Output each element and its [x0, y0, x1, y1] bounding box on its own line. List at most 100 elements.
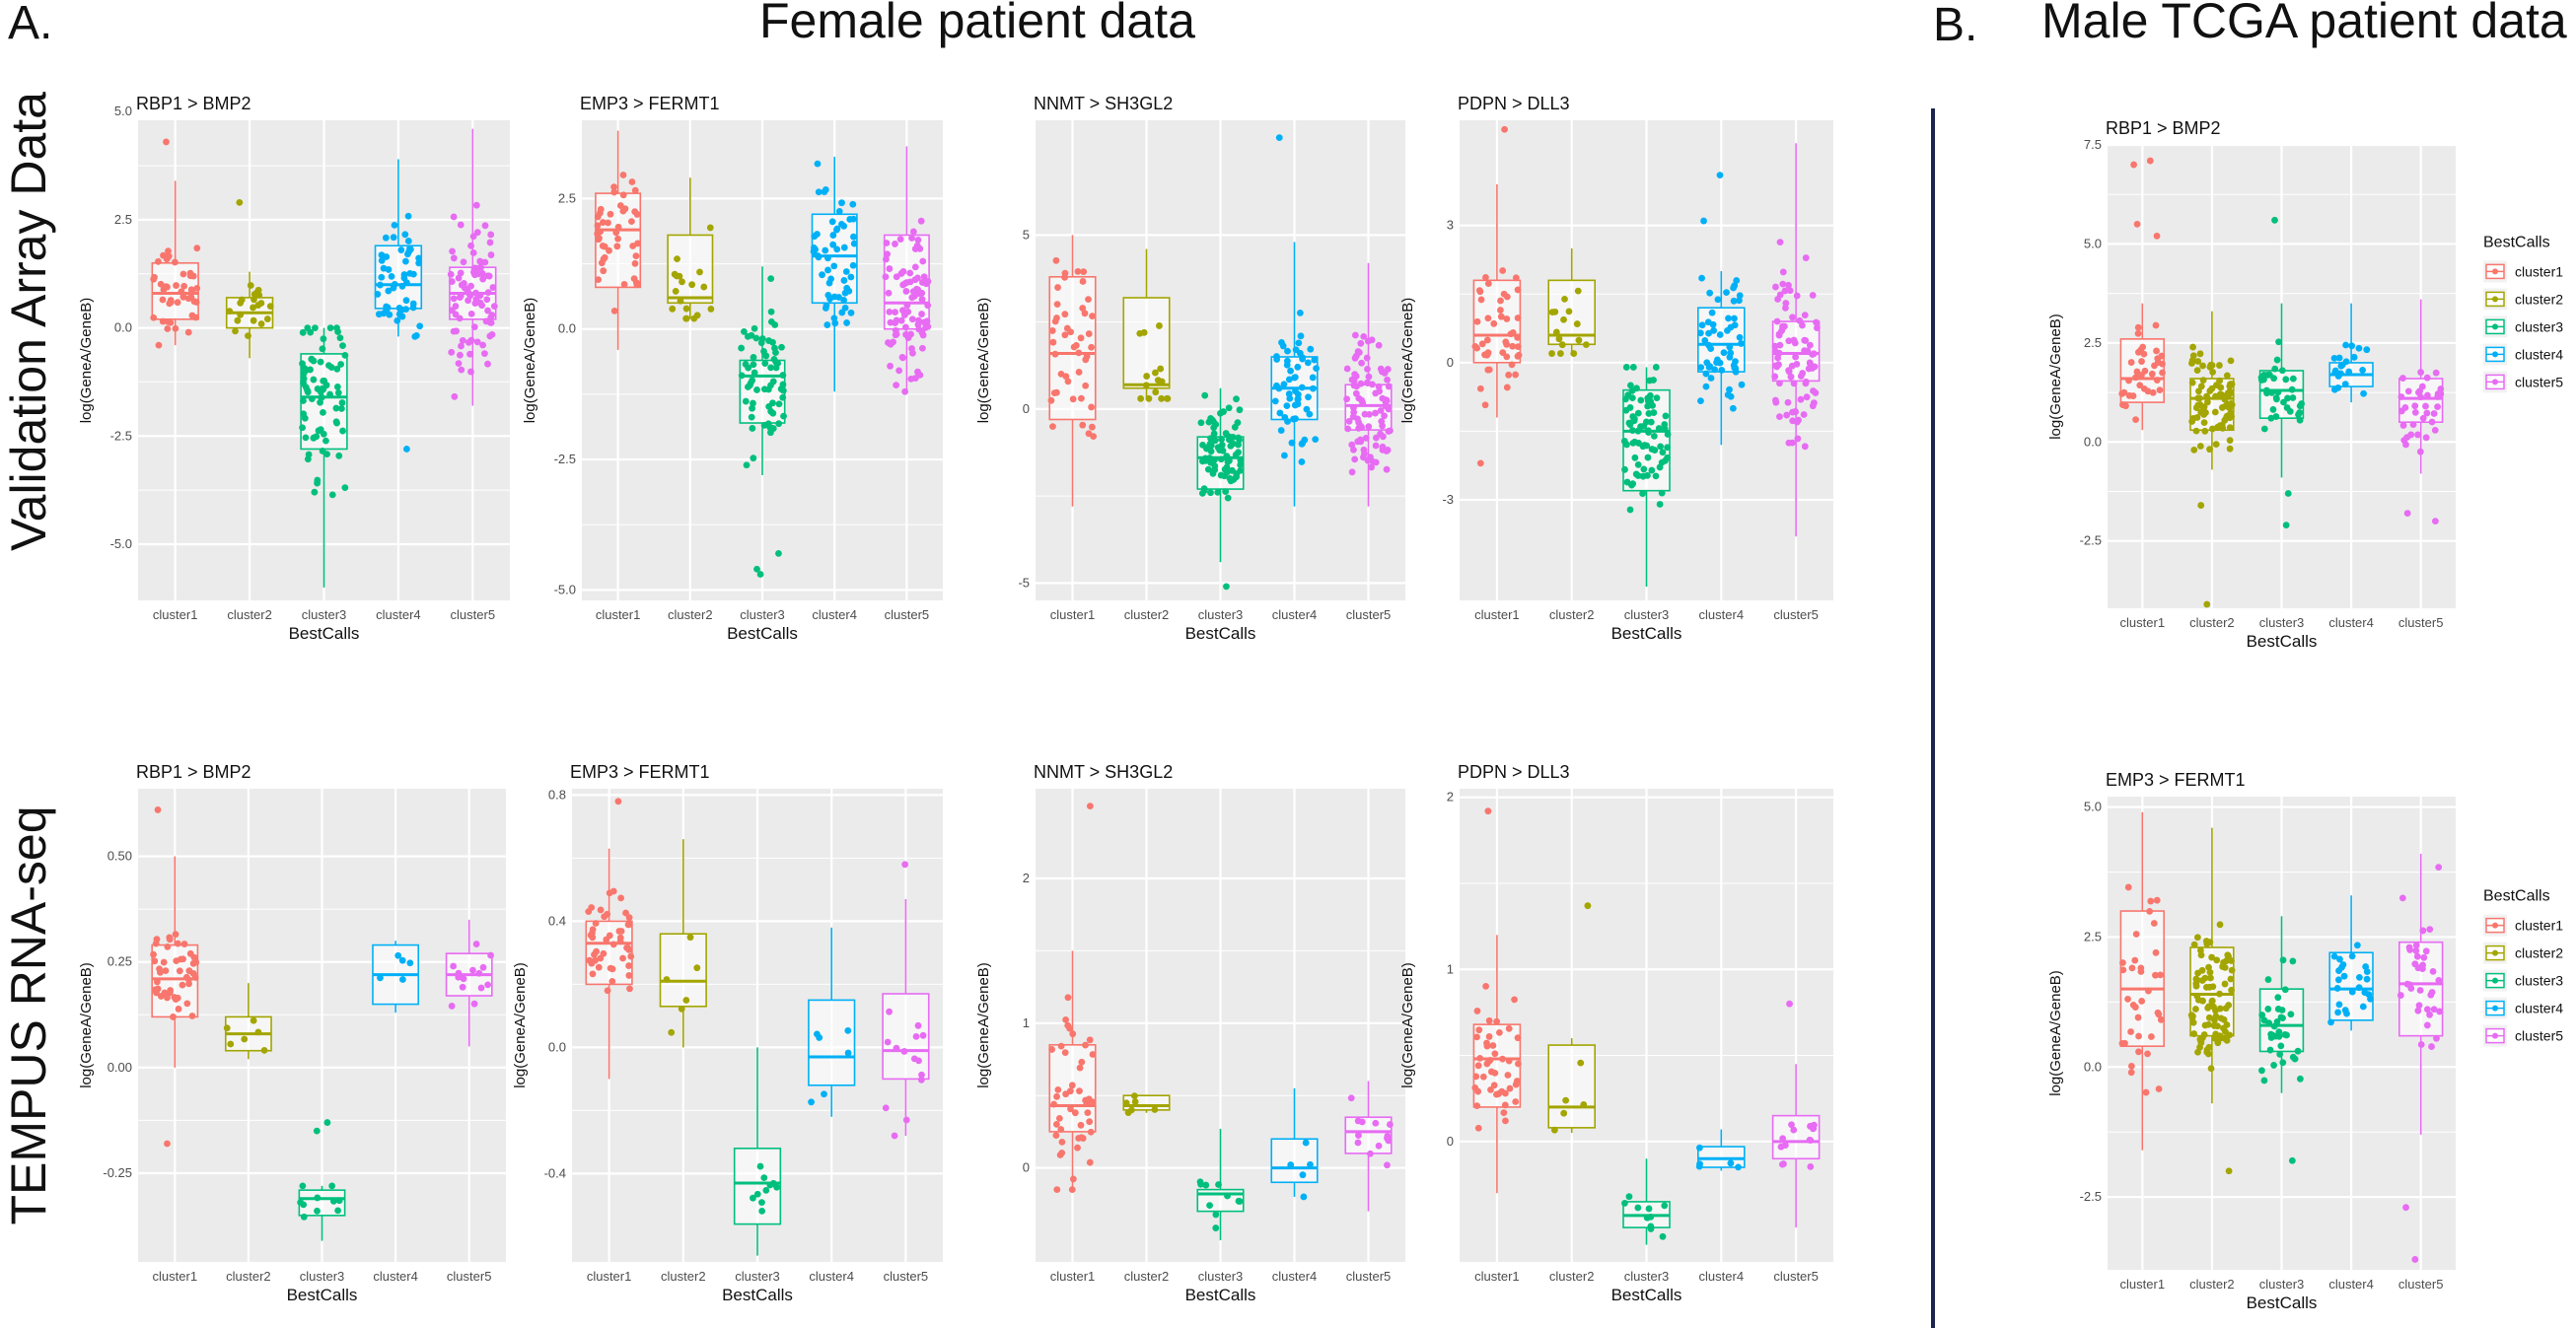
data-point: [1779, 268, 1787, 276]
data-point: [1804, 347, 1812, 355]
data-point: [2132, 374, 2139, 382]
box-cluster1: [1471, 807, 1522, 1194]
data-point: [847, 273, 855, 281]
data-point: [693, 964, 701, 972]
data-point: [1357, 339, 1365, 347]
data-point: [2146, 907, 2154, 915]
data-point: [844, 1026, 852, 1034]
data-point: [1300, 1193, 1308, 1201]
data-point: [631, 208, 639, 216]
chart-title: RBP1 > BMP2: [136, 762, 251, 782]
data-point: [1218, 441, 1226, 449]
data-point: [1781, 287, 1789, 295]
box-cluster4: [808, 927, 856, 1117]
legend-item-label: cluster3: [2515, 973, 2563, 989]
x-axis-label: BestCalls: [1611, 1286, 1682, 1304]
x-tick-label: cluster2: [2189, 1277, 2235, 1292]
data-point: [1724, 326, 1731, 334]
data-point: [2209, 425, 2216, 433]
data-point: [2227, 975, 2235, 983]
x-axis-label: BestCalls: [722, 1286, 793, 1304]
data-point: [2144, 387, 2152, 395]
data-point: [609, 887, 617, 895]
data-point: [473, 338, 481, 346]
data-point: [2213, 956, 2221, 964]
data-point: [1809, 402, 1817, 410]
data-point: [475, 969, 483, 977]
data-point: [1484, 315, 1492, 322]
data-point: [2127, 1028, 2134, 1035]
x-tick-label: cluster2: [226, 1269, 271, 1284]
data-point: [378, 273, 386, 281]
data-point: [906, 269, 914, 277]
data-point: [1383, 397, 1391, 404]
outlier-point: [313, 1127, 321, 1135]
x-tick-label: cluster4: [1699, 1269, 1745, 1284]
outlier-point: [1086, 803, 1094, 810]
data-point: [750, 454, 757, 462]
data-point: [682, 305, 690, 313]
data-point: [1287, 1161, 1295, 1168]
data-point: [377, 974, 384, 982]
data-point: [1664, 454, 1671, 461]
data-point: [299, 360, 306, 368]
x-tick-label: cluster3: [2259, 1277, 2305, 1292]
data-point: [1647, 1223, 1655, 1230]
x-tick-label: cluster1: [153, 1269, 198, 1284]
data-point: [1485, 1033, 1493, 1040]
data-point: [2199, 362, 2206, 370]
data-point: [808, 1098, 815, 1106]
data-point: [2119, 966, 2127, 974]
data-point: [2194, 996, 2202, 1004]
data-point: [2204, 398, 2211, 406]
data-point: [1077, 334, 1085, 342]
data-point: [1362, 434, 1370, 442]
data-point: [1051, 350, 1059, 358]
data-point: [328, 491, 336, 499]
panel-b-label: B.: [1933, 0, 1978, 51]
data-point: [2417, 369, 2424, 376]
outlier-point: [154, 806, 162, 813]
data-point: [2141, 367, 2149, 375]
data-point: [2190, 1030, 2198, 1037]
data-point: [1777, 1143, 1785, 1151]
data-point: [2137, 964, 2145, 972]
data-point: [819, 271, 825, 279]
data-point: [1793, 292, 1801, 300]
box-cluster1: [150, 806, 200, 1148]
data-point: [1630, 417, 1638, 425]
outlier-point: [756, 571, 764, 578]
data-point: [1151, 1106, 1159, 1113]
data-point: [1629, 439, 1637, 447]
data-point: [1348, 468, 1356, 476]
data-point: [1283, 357, 1291, 365]
data-point: [2426, 1011, 2433, 1018]
legend-item-label: cluster3: [2515, 318, 2563, 334]
legend-item-label: cluster4: [2515, 346, 2563, 362]
data-point: [1047, 396, 1055, 404]
data-point: [183, 1000, 191, 1008]
data-point: [1057, 1042, 1065, 1050]
data-point: [1354, 438, 1362, 446]
data-point: [458, 366, 465, 374]
box-cluster1: [585, 798, 635, 1080]
data-point: [1064, 994, 1072, 1002]
outlier-point: [163, 138, 170, 146]
data-point: [585, 908, 593, 916]
data-point: [898, 307, 906, 315]
chart-2: -5.0 -2.5 0.0 2.5 cluster1 cluster2 cluster3 cl…: [522, 94, 943, 643]
data-point: [455, 360, 463, 368]
data-point: [2359, 1003, 2367, 1011]
data-point: [1629, 364, 1637, 371]
data-point: [332, 404, 340, 412]
data-point: [473, 229, 481, 237]
data-point: [1385, 1137, 1393, 1145]
data-point: [2128, 964, 2136, 972]
y-tick-label: 2.5: [114, 212, 132, 227]
data-point: [1705, 329, 1712, 337]
data-point: [457, 269, 465, 277]
data-point: [1476, 384, 1484, 392]
data-point: [488, 330, 496, 338]
data-point: [406, 959, 414, 967]
legend-key-point: [2492, 323, 2498, 330]
